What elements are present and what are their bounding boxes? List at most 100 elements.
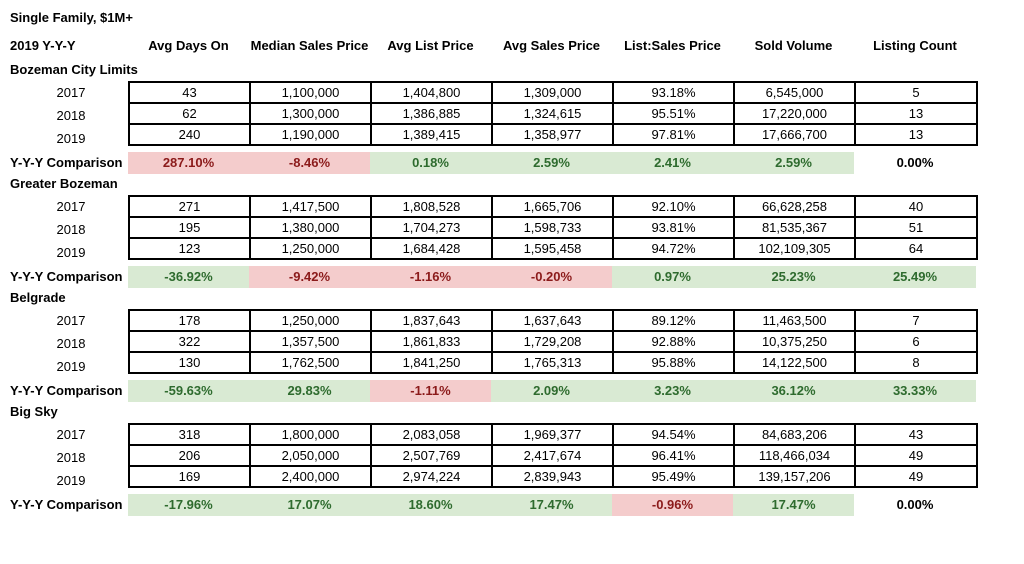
cell-listing-count: 13 xyxy=(854,123,978,146)
cell-listing-count: 51 xyxy=(854,216,978,239)
row-year-label: 2019 xyxy=(56,473,86,488)
comparison-median-sales-price: 29.83% xyxy=(249,380,370,402)
cell-sold-volume: 6,545,000 xyxy=(733,81,856,104)
cell-avg-days-on: 123 xyxy=(128,237,251,260)
row-year-label: 2018 xyxy=(56,108,86,123)
cell-listing-count: 40 xyxy=(854,195,978,218)
comparison-sold-volume: 2.59% xyxy=(733,152,854,174)
cell-sold-volume: 10,375,250 xyxy=(733,330,856,353)
comparison-label: Y-Y-Y Comparison xyxy=(10,269,123,284)
cell-avg-list-price: 1,386,885 xyxy=(370,102,493,125)
row-year-label: 2017 xyxy=(56,199,86,214)
comparison-avg-sales-price: -0.20% xyxy=(491,266,612,288)
cell-median-sales-price: 1,300,000 xyxy=(249,102,372,125)
row-year-label: 2019 xyxy=(56,131,86,146)
cell-listing-count: 43 xyxy=(854,423,978,446)
table-row: 271 1,417,500 1,808,528 1,665,706 92.10% 66,6… xyxy=(128,195,978,218)
cell-avg-sales-price: 1,969,377 xyxy=(491,423,614,446)
comparison-sold-volume: 36.12% xyxy=(733,380,854,402)
cell-avg-list-price: 1,684,428 xyxy=(370,237,493,260)
cell-listing-count: 13 xyxy=(854,102,978,125)
comparison-list-sales-price: -0.96% xyxy=(612,494,733,516)
comparison-avg-list-price: 18.60% xyxy=(370,494,491,516)
cell-list-sales-price: 94.72% xyxy=(612,237,735,260)
row-year-label: 2019 xyxy=(56,359,86,374)
table-row: 123 1,250,000 1,684,428 1,595,458 94.72% 102,… xyxy=(128,237,978,260)
cell-list-sales-price: 92.88% xyxy=(612,330,735,353)
cell-median-sales-price: 1,380,000 xyxy=(249,216,372,239)
cell-sold-volume: 66,628,258 xyxy=(733,195,856,218)
cell-avg-sales-price: 1,665,706 xyxy=(491,195,614,218)
cell-median-sales-price: 1,100,000 xyxy=(249,81,372,104)
cell-listing-count: 5 xyxy=(854,81,978,104)
cell-avg-list-price: 2,507,769 xyxy=(370,444,493,467)
comparison-label: Y-Y-Y Comparison xyxy=(10,497,123,512)
cell-avg-list-price: 2,974,224 xyxy=(370,465,493,488)
cell-median-sales-price: 1,357,500 xyxy=(249,330,372,353)
row-year-label: 2018 xyxy=(56,336,86,351)
comparison-label: Y-Y-Y Comparison xyxy=(10,155,123,170)
cell-list-sales-price: 94.54% xyxy=(612,423,735,446)
column-header-listing-count: Listing Count xyxy=(873,38,957,53)
cell-avg-sales-price: 1,358,977 xyxy=(491,123,614,146)
comparison-median-sales-price: 17.07% xyxy=(249,494,370,516)
comparison-avg-sales-price: 2.59% xyxy=(491,152,612,174)
cell-avg-list-price: 2,083,058 xyxy=(370,423,493,446)
row-year-label: 2018 xyxy=(56,450,86,465)
cell-sold-volume: 81,535,367 xyxy=(733,216,856,239)
comparison-avg-days-on: -36.92% xyxy=(128,266,249,288)
cell-list-sales-price: 97.81% xyxy=(612,123,735,146)
comparison-list-sales-price: 0.97% xyxy=(612,266,733,288)
cell-median-sales-price: 1,762,500 xyxy=(249,351,372,374)
comparison-list-sales-price: 3.23% xyxy=(612,380,733,402)
comparison-list-sales-price: 2.41% xyxy=(612,152,733,174)
table-row: 206 2,050,000 2,507,769 2,417,674 96.41% 118,… xyxy=(128,444,978,467)
cell-avg-days-on: 62 xyxy=(128,102,251,125)
cell-avg-days-on: 206 xyxy=(128,444,251,467)
cell-list-sales-price: 95.49% xyxy=(612,465,735,488)
cell-sold-volume: 17,666,700 xyxy=(733,123,856,146)
cell-avg-sales-price: 1,324,615 xyxy=(491,102,614,125)
cell-avg-list-price: 1,808,528 xyxy=(370,195,493,218)
region-name: Belgrade xyxy=(10,290,66,305)
cell-list-sales-price: 95.88% xyxy=(612,351,735,374)
cell-sold-volume: 84,683,206 xyxy=(733,423,856,446)
comparison-avg-list-price: -1.16% xyxy=(370,266,491,288)
row-year-label: 2018 xyxy=(56,222,86,237)
cell-avg-list-price: 1,837,643 xyxy=(370,309,493,332)
cell-avg-sales-price: 2,839,943 xyxy=(491,465,614,488)
comparison-avg-list-price: 0.18% xyxy=(370,152,491,174)
report-title: Single Family, $1M+ xyxy=(10,10,133,25)
data-table: 271 1,417,500 1,808,528 1,665,706 92.10% 66,6… xyxy=(128,195,978,260)
data-table: 318 1,800,000 2,083,058 1,969,377 94.54% 84,6… xyxy=(128,423,978,488)
cell-median-sales-price: 1,250,000 xyxy=(249,309,372,332)
cell-listing-count: 7 xyxy=(854,309,978,332)
cell-sold-volume: 17,220,000 xyxy=(733,102,856,125)
comparison-avg-days-on: -17.96% xyxy=(128,494,249,516)
comparison-sold-volume: 25.23% xyxy=(733,266,854,288)
comparison-avg-days-on: 287.10% xyxy=(128,152,249,174)
cell-median-sales-price: 1,417,500 xyxy=(249,195,372,218)
table-row: 322 1,357,500 1,861,833 1,729,208 92.88% 10,3… xyxy=(128,330,978,353)
column-header-list-sales-price: List:Sales Price xyxy=(624,38,721,53)
table-row: 178 1,250,000 1,837,643 1,637,643 89.12% 11,4… xyxy=(128,309,978,332)
cell-median-sales-price: 1,250,000 xyxy=(249,237,372,260)
cell-list-sales-price: 92.10% xyxy=(612,195,735,218)
data-table: 178 1,250,000 1,837,643 1,637,643 89.12% 11,4… xyxy=(128,309,978,374)
cell-avg-days-on: 178 xyxy=(128,309,251,332)
region-name: Bozeman City Limits xyxy=(10,62,138,77)
row-year-label: 2017 xyxy=(56,85,86,100)
row-year-label: 2017 xyxy=(56,313,86,328)
cell-avg-sales-price: 1,729,208 xyxy=(491,330,614,353)
comparison-listing-count: 0.00% xyxy=(896,155,934,170)
cell-list-sales-price: 96.41% xyxy=(612,444,735,467)
cell-median-sales-price: 2,400,000 xyxy=(249,465,372,488)
comparison-avg-sales-price: 17.47% xyxy=(491,494,612,516)
cell-avg-days-on: 318 xyxy=(128,423,251,446)
cell-sold-volume: 139,157,206 xyxy=(733,465,856,488)
comparison-sold-volume: 17.47% xyxy=(733,494,854,516)
row-year-label: 2019 xyxy=(56,245,86,260)
table-row: 62 1,300,000 1,386,885 1,324,615 95.51% 17,22… xyxy=(128,102,978,125)
comparison-avg-sales-price: 2.09% xyxy=(491,380,612,402)
cell-avg-days-on: 322 xyxy=(128,330,251,353)
